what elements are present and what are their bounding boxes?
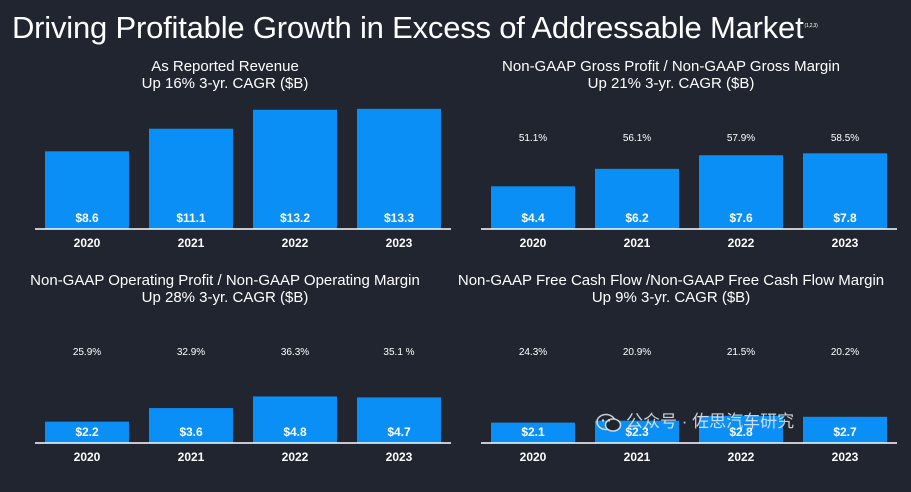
bar — [357, 397, 441, 443]
bar — [357, 108, 441, 229]
bar-value-label: $8.6 — [75, 211, 99, 225]
margin-label: 58.5% — [831, 133, 859, 144]
x-tick-label: 2020 — [74, 450, 101, 464]
chart-subtitle: Up 16% 3-yr. CAGR ($B) — [141, 75, 309, 92]
bar — [699, 155, 783, 229]
x-tick-label: 2020 — [520, 450, 547, 464]
bar-value-label: $2.3 — [625, 425, 649, 439]
bar-value-label: $13.3 — [384, 211, 414, 225]
bar-value-label: $6.2 — [625, 211, 649, 225]
margin-label: 25.9% — [73, 347, 101, 358]
bar-value-label: $4.4 — [521, 211, 545, 225]
chart-subtitle: Up 28% 3-yr. CAGR ($B) — [141, 289, 309, 306]
chart-free-cash-flow: Non-GAAP Free Cash Flow /Non-GAAP Free C… — [456, 272, 897, 492]
x-tick-label: 2022 — [282, 450, 309, 464]
margin-label: 56.1% — [623, 133, 651, 144]
x-tick-label: 2021 — [624, 236, 651, 250]
bar-value-label: $2.2 — [75, 425, 99, 439]
title-footnote-marker: (1,2,3) — [804, 22, 818, 29]
chart-title: Non-GAAP Free Cash Flow /Non-GAAP Free C… — [457, 272, 885, 289]
bar-value-label: $4.7 — [387, 425, 411, 439]
x-tick-label: 2020 — [520, 236, 547, 250]
margin-label: 24.3% — [519, 347, 547, 358]
x-tick-label: 2022 — [728, 236, 755, 250]
bar — [149, 408, 233, 443]
x-tick-label: 2022 — [282, 236, 309, 250]
margin-label: 36.3% — [281, 347, 309, 358]
bar-value-label: $7.8 — [833, 211, 857, 225]
chart-subtitle: Up 21% 3-yr. CAGR ($B) — [587, 75, 755, 92]
page-title: Driving Profitable Growth in Excess of A… — [12, 10, 818, 46]
bar — [491, 422, 575, 443]
x-tick-label: 2023 — [832, 450, 859, 464]
x-tick-label: 2022 — [728, 450, 755, 464]
margin-label: 35.1 % — [383, 347, 414, 358]
watermark-text: 公众号 · 佐思汽车研究 — [626, 412, 795, 431]
chart-title: As Reported Revenue — [151, 58, 299, 75]
x-tick-label: 2021 — [624, 450, 651, 464]
bar-value-label: $13.2 — [280, 211, 310, 225]
chart-operating-profit: Non-GAAP Operating Profit / Non-GAAP Ope… — [10, 272, 451, 492]
margin-label: 51.1% — [519, 133, 547, 144]
bar-value-label: $11.1 — [176, 211, 206, 225]
margin-label: 21.5% — [727, 347, 755, 358]
margin-label: 20.2% — [831, 347, 859, 358]
bar — [803, 416, 887, 443]
bar-value-label: $2.7 — [833, 425, 857, 439]
bar-value-label: $2.1 — [521, 425, 545, 439]
x-tick-label: 2021 — [178, 450, 205, 464]
bar — [699, 415, 783, 443]
x-tick-label: 2023 — [386, 236, 413, 250]
bar-value-label: $4.8 — [283, 425, 307, 439]
chart-plot: $2.1 2020 24.3% $2.3 2021 20.9% $2.8 2022 21.5% $… — [481, 347, 897, 464]
x-tick-label: 2021 — [178, 236, 205, 250]
margin-label: 57.9% — [727, 133, 755, 144]
x-tick-label: 2023 — [832, 236, 859, 250]
bar — [253, 109, 337, 229]
bar — [595, 168, 679, 229]
chart-plot: $8.6 2020 $11.1 2021 $13.2 2022 $13.3 2023 — [35, 108, 451, 250]
bar — [149, 128, 233, 229]
bar — [491, 186, 575, 229]
margin-label: 32.9% — [177, 347, 205, 358]
watermark: 公众号 · 佐思汽车研究 — [596, 407, 794, 433]
x-tick-label: 2023 — [386, 450, 413, 464]
bar-value-label: $7.6 — [729, 211, 753, 225]
bar-value-label: $3.6 — [179, 425, 203, 439]
chart-title: Non-GAAP Operating Profit / Non-GAAP Ope… — [30, 272, 420, 289]
chart-plot: $2.2 2020 25.9% $3.6 2021 32.9% $4.8 2022 36.3% $… — [35, 347, 451, 464]
wechat-icon — [596, 413, 622, 432]
chart-gross-profit: Non-GAAP Gross Profit / Non-GAAP Gross M… — [456, 58, 897, 278]
margin-label: 20.9% — [623, 347, 651, 358]
chart-revenue: As Reported Revenue Up 16% 3-yr. CAGR ($… — [10, 58, 451, 278]
bar — [45, 151, 129, 229]
bar — [253, 396, 337, 443]
chart-title: Non-GAAP Gross Profit / Non-GAAP Gross M… — [502, 58, 840, 75]
chart-subtitle: Up 9% 3-yr. CAGR ($B) — [591, 289, 751, 306]
bar-value-label: $2.8 — [729, 425, 753, 439]
bar — [803, 153, 887, 229]
x-tick-label: 2020 — [74, 236, 101, 250]
bar — [45, 421, 129, 443]
page-title-text: Driving Profitable Growth in Excess of A… — [12, 10, 804, 45]
chart-plot: $4.4 2020 51.1% $6.2 2021 56.1% $7.6 2022 57.9% $… — [481, 133, 897, 250]
